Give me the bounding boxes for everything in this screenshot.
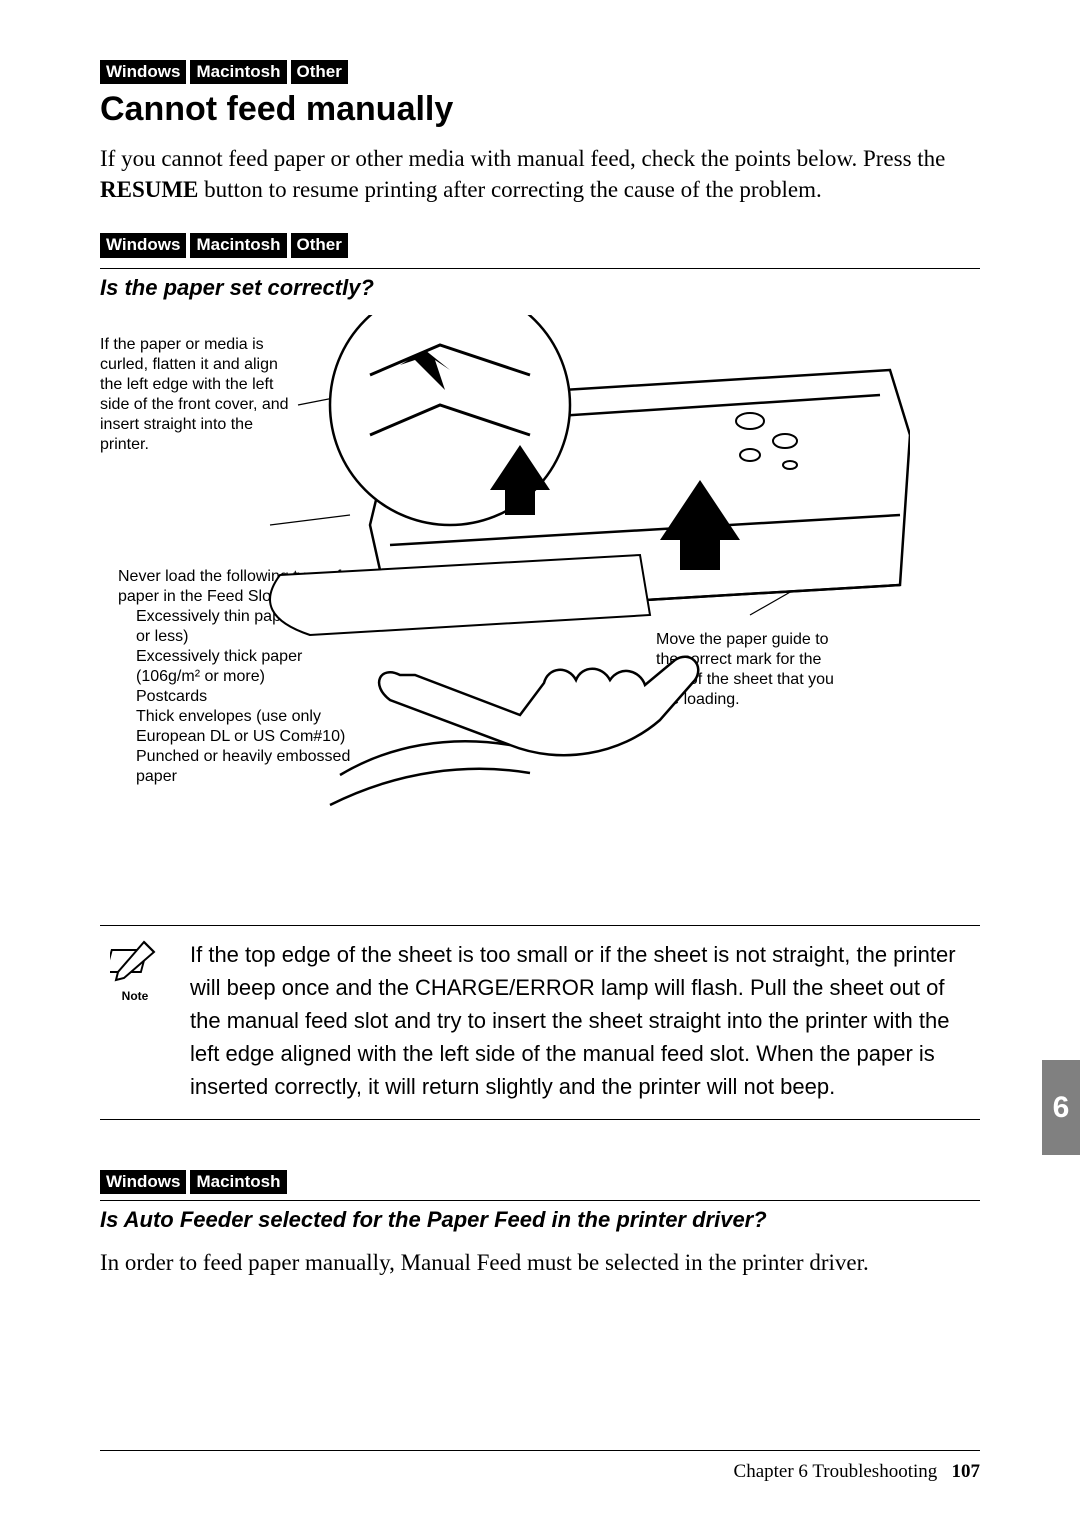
os-tag-macintosh: Macintosh — [190, 233, 286, 257]
resume-bold: RESUME — [100, 177, 198, 202]
os-tag-other: Other — [291, 233, 348, 257]
note-text: If the top edge of the sheet is too smal… — [190, 938, 980, 1103]
os-tags-top: Windows Macintosh Other — [100, 60, 980, 84]
os-tag-other: Other — [291, 60, 348, 84]
os-tag-macintosh: Macintosh — [190, 1170, 286, 1194]
divider — [100, 1200, 980, 1201]
note-label: Note — [100, 989, 170, 1003]
os-tag-macintosh: Macintosh — [190, 60, 286, 84]
footer-chapter: Chapter 6 Troubleshooting — [734, 1461, 938, 1482]
printer-illustration — [190, 315, 910, 815]
os-tags-section2: Windows Macintosh — [100, 1170, 980, 1194]
os-tag-windows: Windows — [100, 233, 186, 257]
note-icon — [110, 938, 160, 982]
os-tag-windows: Windows — [100, 60, 186, 84]
sub-heading-1: Is the paper set correctly? — [100, 275, 980, 301]
intro-post: button to resume printing after correcti… — [198, 177, 821, 202]
intro-paragraph: If you cannot feed paper or other media … — [100, 143, 980, 205]
note-icon-col: Note — [100, 938, 170, 1103]
footer-page-number: 107 — [952, 1461, 981, 1482]
page-title: Cannot feed manually — [100, 90, 980, 129]
intro-pre: If you cannot feed paper or other media … — [100, 146, 945, 171]
sub-heading-2: Is Auto Feeder selected for the Paper Fe… — [100, 1207, 980, 1233]
os-tags-section1: Windows Macintosh Other — [100, 233, 980, 257]
printer-diagram: If the paper or media is curled, flatten… — [100, 315, 920, 915]
page-footer: Chapter 6 Troubleshooting 107 — [100, 1450, 980, 1483]
os-tag-windows: Windows — [100, 1170, 186, 1194]
section-auto-feeder: Windows Macintosh Is Auto Feeder selecte… — [100, 1170, 980, 1278]
body-2: In order to feed paper manually, Manual … — [100, 1247, 980, 1278]
note-block: Note If the top edge of the sheet is too… — [100, 925, 980, 1120]
divider — [100, 268, 980, 269]
section-paper-set: Is the paper set correctly? If the paper… — [100, 268, 980, 1120]
chapter-tab: 6 — [1042, 1060, 1080, 1155]
